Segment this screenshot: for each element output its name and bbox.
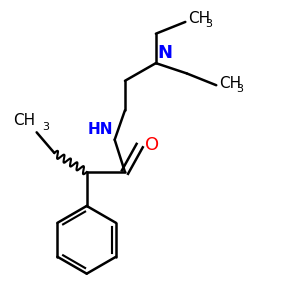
Text: CH: CH	[219, 76, 241, 91]
Text: 3: 3	[236, 84, 243, 94]
Text: 3: 3	[206, 19, 212, 29]
Text: CH: CH	[188, 11, 210, 26]
Text: HN: HN	[88, 122, 113, 137]
Text: O: O	[145, 136, 159, 154]
Text: CH: CH	[13, 113, 35, 128]
Text: N: N	[158, 44, 172, 62]
Text: 3: 3	[43, 122, 50, 132]
